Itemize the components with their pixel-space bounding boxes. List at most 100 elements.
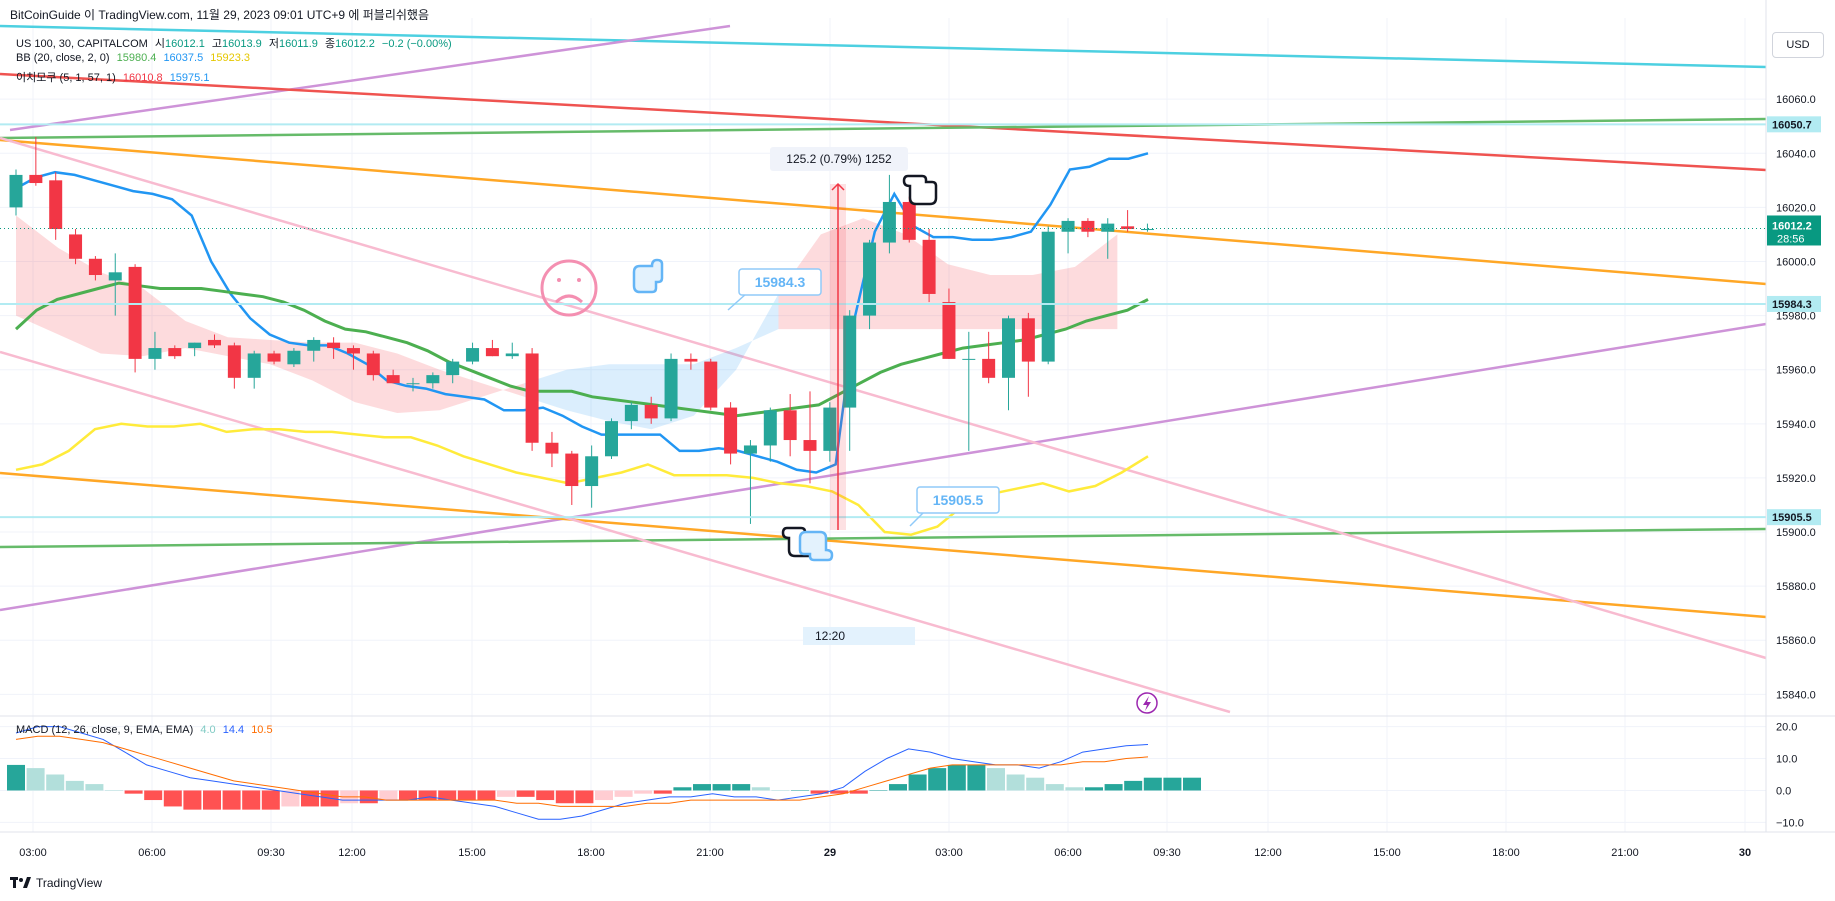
y-tick-label: 16040.0 — [1776, 148, 1816, 160]
macd-histogram-bar — [555, 790, 574, 804]
macd-histogram-bar — [1143, 777, 1162, 791]
macd-histogram-bar — [830, 790, 849, 794]
macd-histogram-bar — [124, 790, 143, 794]
sad-face-eye-icon — [577, 278, 581, 282]
macd-histogram-bar — [1006, 774, 1025, 791]
macd-histogram-bar — [732, 784, 751, 791]
y-tick-label: 15920.0 — [1776, 473, 1816, 485]
candle-body — [664, 358, 678, 419]
x-tick-label: 09:30 — [1153, 847, 1181, 859]
x-tick-label: 03:00 — [935, 847, 963, 859]
badge-current-price: 16012.2 — [1772, 220, 1812, 232]
x-tick-label: 03:00 — [19, 847, 47, 859]
macd-histogram-bar — [1183, 777, 1201, 791]
macd-label[interactable]: MACD (12, 26, close, 9, EMA, EMA) — [16, 724, 194, 736]
candle-body — [446, 361, 460, 376]
macd-histogram-bar — [928, 768, 947, 791]
macd-signal-value: 10.5 — [251, 724, 273, 736]
thumb-down-icon — [632, 258, 664, 294]
candle-body — [366, 353, 380, 376]
macd-histogram-bar — [222, 790, 241, 810]
currency-button[interactable]: USD — [1772, 32, 1824, 58]
macd-histogram-bar — [889, 784, 907, 791]
candle-body — [485, 348, 499, 357]
trendline — [0, 527, 1767, 549]
symbol-label[interactable]: US 100, 30, CAPITALCOM — [16, 38, 148, 50]
macd-histogram-bar — [693, 784, 711, 791]
lightning-bolt-icon — [1143, 696, 1151, 711]
bb-label[interactable]: BB (20, close, 2, 0) — [16, 52, 110, 64]
macd-histogram-bar — [46, 774, 65, 791]
macd-hist-value: 4.0 — [200, 724, 216, 736]
callout-15905: 15905.5 — [933, 492, 984, 508]
macd-histogram-bar — [1085, 787, 1103, 791]
y-tick-label: 15960.0 — [1776, 365, 1816, 377]
trendline — [0, 136, 1767, 660]
y-tick-label: 15840.0 — [1776, 689, 1816, 701]
candle-body — [1021, 318, 1035, 362]
candle-body — [108, 272, 122, 281]
candle-body — [763, 410, 777, 446]
candle-body — [863, 242, 877, 316]
badge-hline-low: 15905.5 — [1772, 512, 1812, 524]
footer-brand[interactable]: TradingView — [10, 876, 102, 890]
macd-histogram-bar — [7, 764, 25, 791]
y-tick-label: 16020.0 — [1776, 202, 1816, 214]
y-tick-label: 15880.0 — [1776, 581, 1816, 593]
macd-histogram-bar — [418, 790, 437, 801]
y-tick-label: 16000.0 — [1776, 256, 1816, 268]
badge-hline-top: 16050.7 — [1772, 119, 1812, 131]
macd-histogram-bar — [791, 790, 809, 791]
badge-hline-mid: 15984.3 — [1772, 299, 1812, 311]
axes: 03:00 06:00 09:30 12:00 15:00 18:00 21:00 29 03:… — [0, 0, 1835, 859]
candle-body — [128, 266, 142, 359]
badge-current-box — [1767, 215, 1821, 246]
sad-face-mouth-icon — [554, 294, 584, 304]
macd-histogram-bar — [712, 784, 731, 791]
x-tick-label: 15:00 — [458, 847, 486, 859]
candle-body — [902, 201, 916, 240]
candle-body — [803, 440, 817, 451]
candle-body — [1002, 318, 1015, 378]
macd-histogram-bar — [203, 790, 221, 810]
measure-label-box — [770, 147, 908, 171]
trendline — [0, 117, 1767, 140]
macd-histogram-bar — [771, 790, 790, 791]
macd-histogram-bar — [399, 790, 417, 801]
macd-histogram-bar — [536, 790, 555, 801]
y-tick-label: 20.0 — [1776, 722, 1797, 734]
bb-upper-value: 16037.5 — [163, 52, 204, 64]
candle-body — [962, 358, 976, 360]
macd-histogram-bar — [1104, 784, 1123, 791]
x-tick-label: 12:00 — [338, 847, 366, 859]
low-value: 16011.9 — [278, 38, 318, 50]
candle-body — [823, 407, 837, 451]
change-value: −0.2 (−0.00%) — [381, 38, 452, 50]
x-tick-label: 06:00 — [1054, 847, 1082, 859]
pointing-hand-icon — [902, 174, 938, 206]
tradingview-logo-icon — [10, 877, 31, 888]
macd-histogram-bar — [281, 790, 300, 807]
candle-body — [982, 358, 996, 378]
y-tick-label: 15940.0 — [1776, 419, 1816, 431]
sad-face-eye-icon — [557, 278, 561, 282]
x-tick-label: 09:30 — [257, 847, 285, 859]
badge-hline-top-box — [1767, 116, 1821, 133]
x-tick-label: 21:00 — [1611, 847, 1639, 859]
candle-body — [743, 445, 757, 454]
candle-body — [188, 342, 202, 349]
candle-body — [525, 353, 539, 443]
macd-histogram-bar — [457, 790, 476, 801]
macd-line-value: 14.4 — [222, 724, 245, 736]
macd-histogram-bar — [810, 790, 829, 794]
ichimoku-label[interactable]: 이치모쿠 (5, 1, 57, 1) — [16, 72, 116, 84]
price-badges: 16050.7 15984.3 15905.5 16012.228:56 — [1767, 116, 1821, 526]
x-tick-label: 18:00 — [1492, 847, 1520, 859]
pointing-up-hand-icon — [798, 530, 834, 562]
bb-lower-value: 15923.3 — [210, 52, 251, 64]
open-label: 시 — [154, 38, 166, 50]
candle-body — [644, 404, 658, 419]
candle-body — [704, 361, 718, 408]
candle-body — [1101, 223, 1115, 232]
